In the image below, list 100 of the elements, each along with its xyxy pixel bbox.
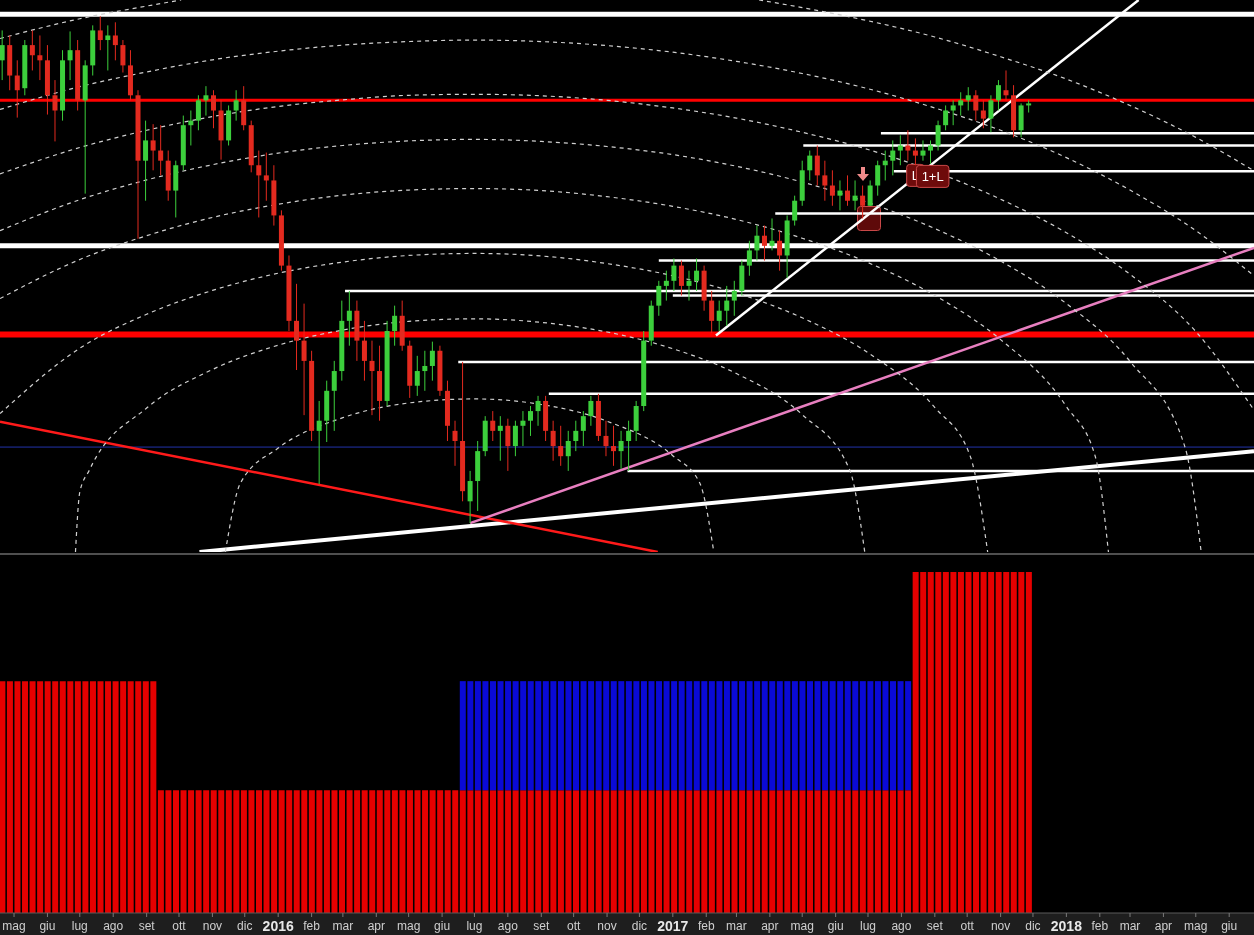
candlestick (588, 395, 594, 427)
candlestick (671, 258, 677, 292)
candlestick (769, 217, 775, 251)
candlestick (694, 258, 700, 292)
x-tick-label: set (533, 919, 550, 933)
x-tick-label: 2017 (657, 918, 689, 934)
candlestick (369, 340, 375, 416)
x-tick-label: ago (103, 919, 124, 933)
x-tick-label: ott (566, 919, 581, 933)
candlestick (505, 418, 511, 472)
candlestick (97, 15, 103, 51)
x-tick-label: mar (726, 919, 747, 933)
x-tick-label: apr (1154, 919, 1173, 933)
candlestick (678, 260, 684, 297)
candlestick (29, 29, 35, 71)
candlestick (414, 355, 420, 397)
candlestick (150, 123, 156, 171)
candlestick (724, 285, 730, 327)
candlestick (852, 179, 858, 211)
candlestick (535, 395, 541, 427)
candlestick (761, 225, 767, 262)
candlestick (731, 280, 737, 317)
candlestick (37, 34, 43, 81)
x-tick-label: ott (960, 919, 975, 933)
candlestick (580, 410, 586, 447)
candlestick (158, 124, 164, 176)
candlestick (195, 94, 201, 131)
candlestick (392, 305, 398, 347)
candlestick (490, 410, 496, 442)
candlestick (845, 174, 850, 207)
x-tick-label: mag (790, 919, 814, 933)
candlestick (867, 179, 873, 207)
candlestick (210, 89, 216, 129)
x-tick-label: giu (827, 919, 844, 933)
candlestick (716, 300, 722, 332)
candlestick (905, 129, 911, 162)
candlestick (777, 230, 783, 272)
x-tick-label: set (926, 919, 944, 933)
x-tick-label: giu (1221, 919, 1238, 933)
candlestick (973, 89, 979, 122)
candlestick (920, 139, 926, 162)
x-tick-label: mar (1119, 919, 1141, 933)
x-tick-label: feb (1091, 919, 1109, 933)
x-tick-label: ago (497, 919, 519, 933)
candlestick (611, 425, 617, 467)
candlestick (912, 137, 918, 166)
candlestick (512, 420, 518, 457)
x-tick-label: dic (237, 919, 253, 933)
candlestick (626, 420, 632, 472)
candlestick (452, 420, 458, 467)
candlestick (112, 21, 118, 61)
x-tick-label: dic (1025, 919, 1041, 933)
x-tick-label: feb (303, 919, 321, 933)
candlestick (950, 99, 956, 126)
candlestick (928, 139, 934, 165)
candlestick (203, 85, 209, 117)
candlestick (0, 29, 5, 81)
candlestick (233, 89, 239, 122)
candlestick (686, 270, 692, 302)
candlestick (331, 360, 337, 432)
x-tick-label: mag (2, 919, 26, 933)
x-tick-label: ott (172, 919, 187, 933)
candlestick (807, 150, 813, 181)
candlestick (988, 94, 994, 133)
x-tick-label: set (138, 919, 156, 933)
candlestick (663, 270, 669, 302)
x-tick-label: dic (631, 919, 648, 933)
x-tick-label: mag (396, 919, 421, 933)
x-tick-label: 2016 (262, 918, 294, 934)
x-tick-label: 2018 (1050, 918, 1083, 934)
candlestick (860, 185, 866, 219)
candlestick (814, 144, 820, 187)
candlestick (67, 30, 73, 81)
x-tick-label: giu (39, 919, 56, 933)
candlestick (656, 280, 662, 317)
candlestick (709, 290, 715, 334)
candlestick (263, 152, 269, 202)
x-tick-label: nov (597, 919, 617, 933)
candlestick (958, 91, 964, 117)
x-tick-label: lug (466, 919, 483, 933)
candlestick (467, 470, 473, 524)
x-tick-label: apr (367, 919, 385, 933)
candlestick (754, 225, 760, 262)
candlestick (890, 139, 896, 176)
x-tick-label: giu (434, 919, 451, 933)
candlestick (105, 24, 111, 71)
candlestick (361, 320, 367, 382)
candlestick (1003, 69, 1009, 101)
candlestick (822, 160, 828, 202)
candlestick (14, 59, 20, 119)
x-tick-label: feb (697, 919, 715, 933)
candlestick (995, 79, 1001, 111)
candlestick (528, 405, 533, 437)
candlestick (980, 99, 986, 129)
candlestick (316, 400, 322, 485)
candlestick (837, 179, 843, 211)
candlestick (603, 420, 609, 457)
candlestick (120, 39, 126, 73)
candlestick (565, 430, 571, 472)
candlestick (143, 120, 149, 202)
